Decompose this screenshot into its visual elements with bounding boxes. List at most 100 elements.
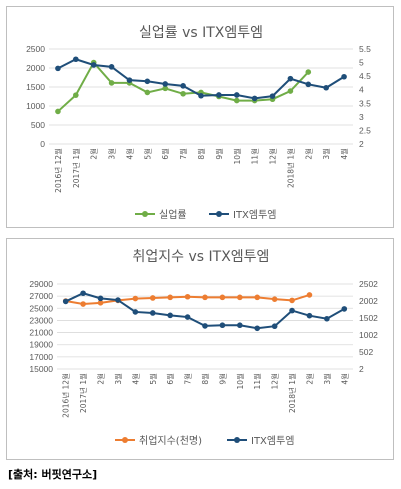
x-tick-label: 3월 — [113, 373, 123, 385]
data-point — [233, 92, 240, 98]
legend-swatch-marker — [216, 211, 222, 217]
y-right-tick-label: 1002 — [359, 330, 378, 340]
data-point — [167, 312, 173, 319]
x-tick-label: 12월 — [268, 148, 278, 165]
data-point — [202, 294, 208, 301]
x-tick-label: 6월 — [160, 148, 170, 160]
data-point — [341, 73, 347, 80]
x-tick-label: 5월 — [142, 148, 152, 160]
y-right-tick-label: 5 — [359, 58, 364, 68]
data-point — [149, 295, 156, 301]
data-point — [162, 85, 169, 92]
data-point — [115, 297, 121, 303]
x-tick-label: 2016년 12월 — [53, 148, 63, 193]
chart-employment-vs-itx: 취업지수 vs ITX엠투엠 15000 17000 19000 21000 23000 2… — [29, 249, 378, 447]
x-tick-label: 3월 — [321, 148, 331, 160]
data-point — [287, 75, 294, 82]
y-left-tick-label: 2000 — [26, 63, 45, 73]
y-right-tick-label: 2002 — [359, 296, 378, 306]
y-right-tick-label: 3.5 — [359, 98, 371, 108]
data-point — [254, 325, 261, 332]
x-tick-label: 3월 — [107, 148, 117, 160]
data-point — [251, 95, 258, 102]
data-point — [108, 64, 115, 70]
data-point — [289, 297, 295, 304]
data-point — [289, 307, 295, 314]
data-point — [271, 296, 278, 302]
legend-label: ITX엠투엠 — [233, 209, 277, 221]
data-point — [202, 323, 208, 329]
data-point — [132, 295, 139, 302]
x-tick-label: 3월 — [322, 373, 332, 385]
chart-unemployment-vs-itx: 실업률 vs ITX엠투엠 0 500 1000 1500 2000 2500 2 2.5 3 3.… — [26, 25, 371, 221]
y-right-tick-label: 2502 — [359, 279, 378, 289]
x-tick-label: 9월 — [214, 148, 224, 160]
data-point — [108, 80, 115, 86]
data-point — [80, 290, 86, 297]
data-point — [198, 92, 204, 99]
data-point — [219, 294, 226, 301]
y-left-tick-label: 23000 — [29, 315, 53, 325]
x-tick-label: 6월 — [165, 373, 175, 385]
y-left-tick-label: 21000 — [29, 328, 53, 338]
chart-panel-unemployment: 실업률 vs ITX엠투엠 0 500 1000 1500 2000 2500 2 2.5 3 3.… — [6, 6, 394, 228]
chart-title: 취업지수 vs ITX엠투엠 — [133, 249, 270, 265]
x-tick-label: 2017년 1월 — [78, 373, 88, 413]
y-right-tick-label: 2 — [359, 364, 364, 374]
y-left-tick-label: 15000 — [29, 364, 53, 374]
data-point — [149, 310, 156, 316]
data-point — [55, 65, 61, 72]
data-point — [62, 298, 69, 305]
legend-swatch-marker — [234, 437, 240, 443]
y-left-tick-label: 2500 — [26, 44, 45, 54]
data-point — [254, 294, 261, 301]
data-point — [184, 314, 191, 320]
chart-title: 실업률 vs ITX엠투엠 — [139, 25, 263, 41]
data-point — [324, 315, 330, 322]
legend-swatch-marker — [142, 211, 148, 217]
data-point — [132, 309, 139, 315]
x-tick-label: 4월 — [339, 373, 349, 385]
y-right-tick-label: 4 — [359, 85, 364, 95]
x-tick-label: 2월 — [304, 373, 314, 385]
x-tick-label: 2월 — [303, 148, 313, 160]
data-point — [73, 56, 79, 63]
data-point — [219, 322, 226, 329]
x-tick-label: 11월 — [252, 373, 262, 390]
data-point — [237, 322, 243, 329]
data-point — [306, 312, 313, 319]
y-left-tick-label: 500 — [31, 120, 45, 130]
data-point — [305, 69, 312, 75]
legend-label: 실업률 — [159, 208, 187, 221]
data-point — [144, 89, 151, 96]
y-right-tick-label: 3 — [359, 112, 364, 122]
data-point — [80, 301, 86, 307]
data-point — [90, 62, 97, 68]
x-tick-label: 2월 — [89, 148, 99, 160]
data-point — [216, 92, 222, 98]
y-left-tick-label: 25000 — [29, 303, 53, 313]
x-tick-label: 5월 — [148, 373, 158, 385]
y-right-tick-label: 502 — [359, 347, 373, 357]
x-tick-label: 10월 — [232, 148, 242, 165]
legend-label: 취업지수(천명) — [139, 434, 202, 447]
y-left-tick-label: 1500 — [26, 82, 45, 92]
source-caption: [출처: 버핏연구소] — [8, 468, 98, 481]
data-point — [323, 84, 329, 91]
data-point — [269, 93, 276, 99]
data-point — [97, 295, 104, 302]
x-tick-label: 2018년 1월 — [285, 148, 295, 188]
y-right-tick-label: 2.5 — [359, 125, 371, 135]
data-point — [184, 293, 191, 300]
y-left-tick-label: 1000 — [26, 101, 45, 111]
data-point — [237, 294, 243, 301]
data-point — [287, 88, 294, 94]
x-tick-label: 7월 — [178, 148, 188, 160]
data-point — [144, 78, 151, 85]
data-point — [97, 300, 104, 306]
y-right-tick-label: 1502 — [359, 313, 378, 323]
x-tick-label: 2월 — [96, 373, 106, 385]
x-tick-label: 4월 — [124, 148, 134, 160]
y-right-tick-label: 4.5 — [359, 71, 371, 81]
legend-label: ITX엠투엠 — [251, 435, 295, 447]
